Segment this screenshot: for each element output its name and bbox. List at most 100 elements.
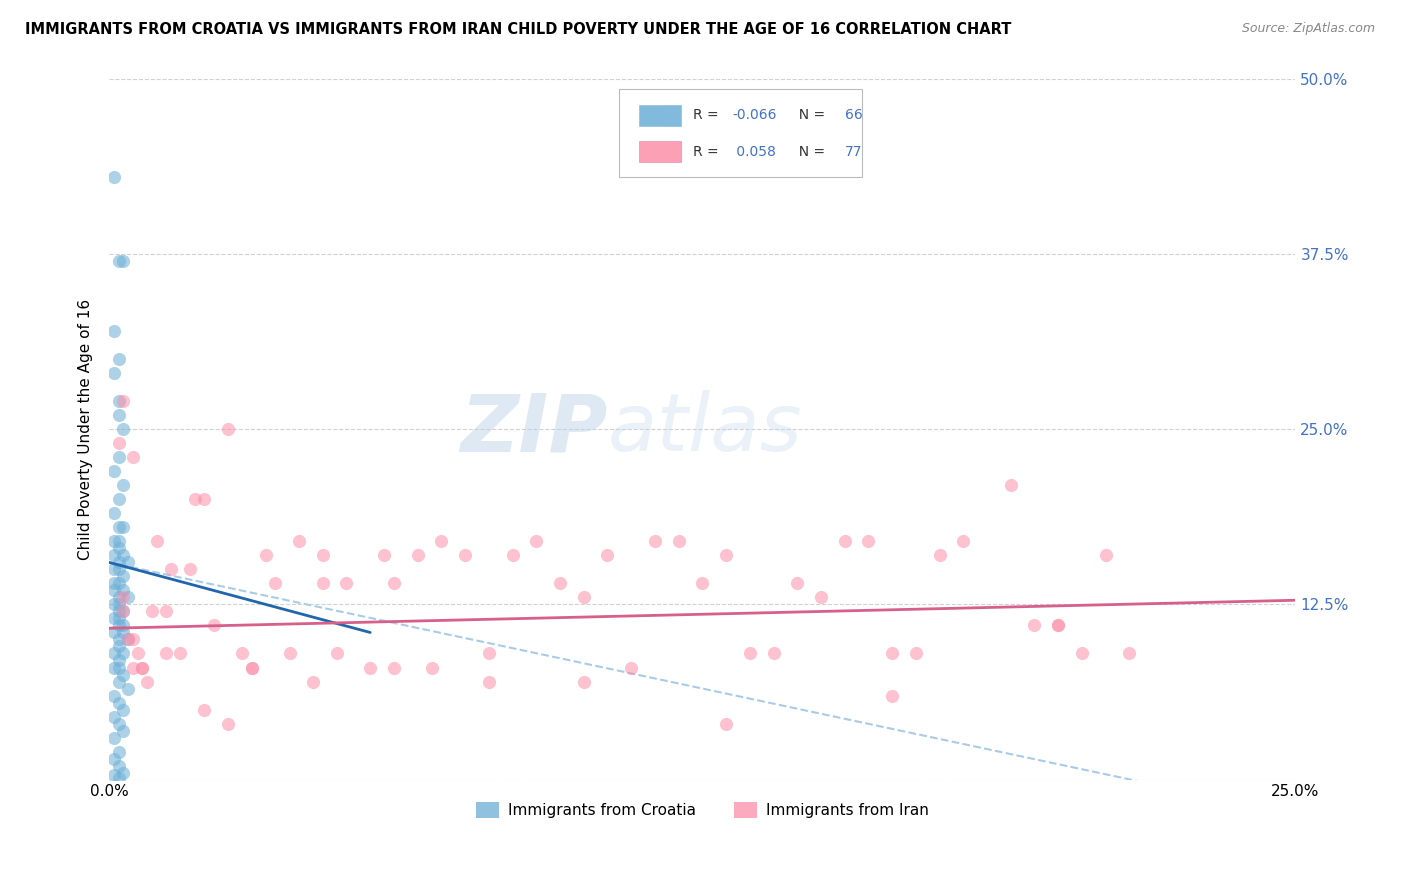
Legend: Immigrants from Croatia, Immigrants from Iran: Immigrants from Croatia, Immigrants from… — [470, 797, 935, 824]
Point — [117, 556, 139, 570]
Point — [107, 562, 129, 576]
Point — [312, 549, 335, 563]
FancyBboxPatch shape — [640, 141, 681, 162]
Point — [103, 507, 125, 521]
Point — [335, 576, 357, 591]
Text: 0.058: 0.058 — [733, 145, 776, 159]
Point — [145, 534, 167, 549]
Point — [103, 647, 125, 661]
Point — [112, 604, 135, 618]
Point — [103, 751, 125, 765]
Point — [217, 716, 239, 731]
Point — [928, 549, 950, 563]
Point — [217, 422, 239, 436]
Point — [107, 745, 129, 759]
Point — [107, 352, 129, 367]
Point — [107, 716, 129, 731]
Point — [107, 604, 129, 618]
Point — [112, 618, 135, 632]
Point — [810, 591, 832, 605]
Point — [107, 611, 129, 625]
Point — [107, 632, 129, 647]
Point — [454, 549, 477, 563]
Point — [112, 591, 135, 605]
Point — [1047, 618, 1070, 632]
Point — [103, 660, 125, 674]
Point — [112, 583, 135, 598]
Point — [122, 450, 145, 465]
Point — [620, 660, 643, 674]
Point — [141, 604, 163, 618]
Point — [107, 409, 129, 423]
Point — [112, 520, 135, 534]
Point — [107, 674, 129, 689]
Point — [169, 647, 191, 661]
Point — [1071, 647, 1094, 661]
Point — [1094, 549, 1116, 563]
FancyBboxPatch shape — [619, 89, 862, 178]
Point — [382, 660, 405, 674]
Point — [103, 768, 125, 782]
Point — [107, 541, 129, 556]
Point — [326, 647, 349, 661]
Point — [240, 660, 263, 674]
Point — [254, 549, 277, 563]
Point — [1047, 618, 1070, 632]
Point — [117, 632, 139, 647]
Point — [112, 625, 135, 640]
Point — [112, 478, 135, 492]
Point — [373, 549, 395, 563]
Point — [478, 647, 501, 661]
Text: ZIP: ZIP — [460, 391, 607, 468]
Point — [112, 569, 135, 583]
Point — [572, 674, 595, 689]
Point — [107, 640, 129, 654]
Point — [103, 562, 125, 576]
Point — [103, 366, 125, 380]
Point — [107, 492, 129, 507]
Point — [103, 534, 125, 549]
Point — [107, 394, 129, 409]
Point — [202, 618, 225, 632]
Point — [103, 731, 125, 745]
Point — [882, 647, 904, 661]
Point — [107, 534, 129, 549]
Point — [112, 667, 135, 681]
Point — [122, 660, 145, 674]
Point — [112, 647, 135, 661]
Point — [107, 618, 129, 632]
Point — [107, 758, 129, 772]
Point — [103, 689, 125, 703]
Point — [406, 549, 429, 563]
Point — [714, 716, 737, 731]
Point — [858, 534, 880, 549]
Point — [1000, 478, 1022, 492]
Point — [430, 534, 453, 549]
Text: atlas: atlas — [607, 391, 803, 468]
Point — [107, 771, 129, 785]
Point — [179, 562, 201, 576]
Text: 66: 66 — [845, 109, 862, 122]
Point — [103, 625, 125, 640]
Point — [112, 723, 135, 738]
Point — [103, 324, 125, 338]
Point — [288, 534, 311, 549]
Point — [103, 583, 125, 598]
Text: N =: N = — [790, 109, 830, 122]
Point — [1118, 647, 1140, 661]
Point — [117, 632, 139, 647]
FancyBboxPatch shape — [640, 105, 681, 126]
Point — [478, 674, 501, 689]
Point — [107, 591, 129, 605]
Point — [103, 598, 125, 612]
Point — [240, 660, 263, 674]
Point — [278, 647, 301, 661]
Text: 77: 77 — [845, 145, 862, 159]
Point — [103, 170, 125, 185]
Point — [112, 394, 135, 409]
Point — [112, 254, 135, 268]
Point — [193, 492, 215, 507]
Text: N =: N = — [790, 145, 830, 159]
Point — [107, 598, 129, 612]
Point — [524, 534, 547, 549]
